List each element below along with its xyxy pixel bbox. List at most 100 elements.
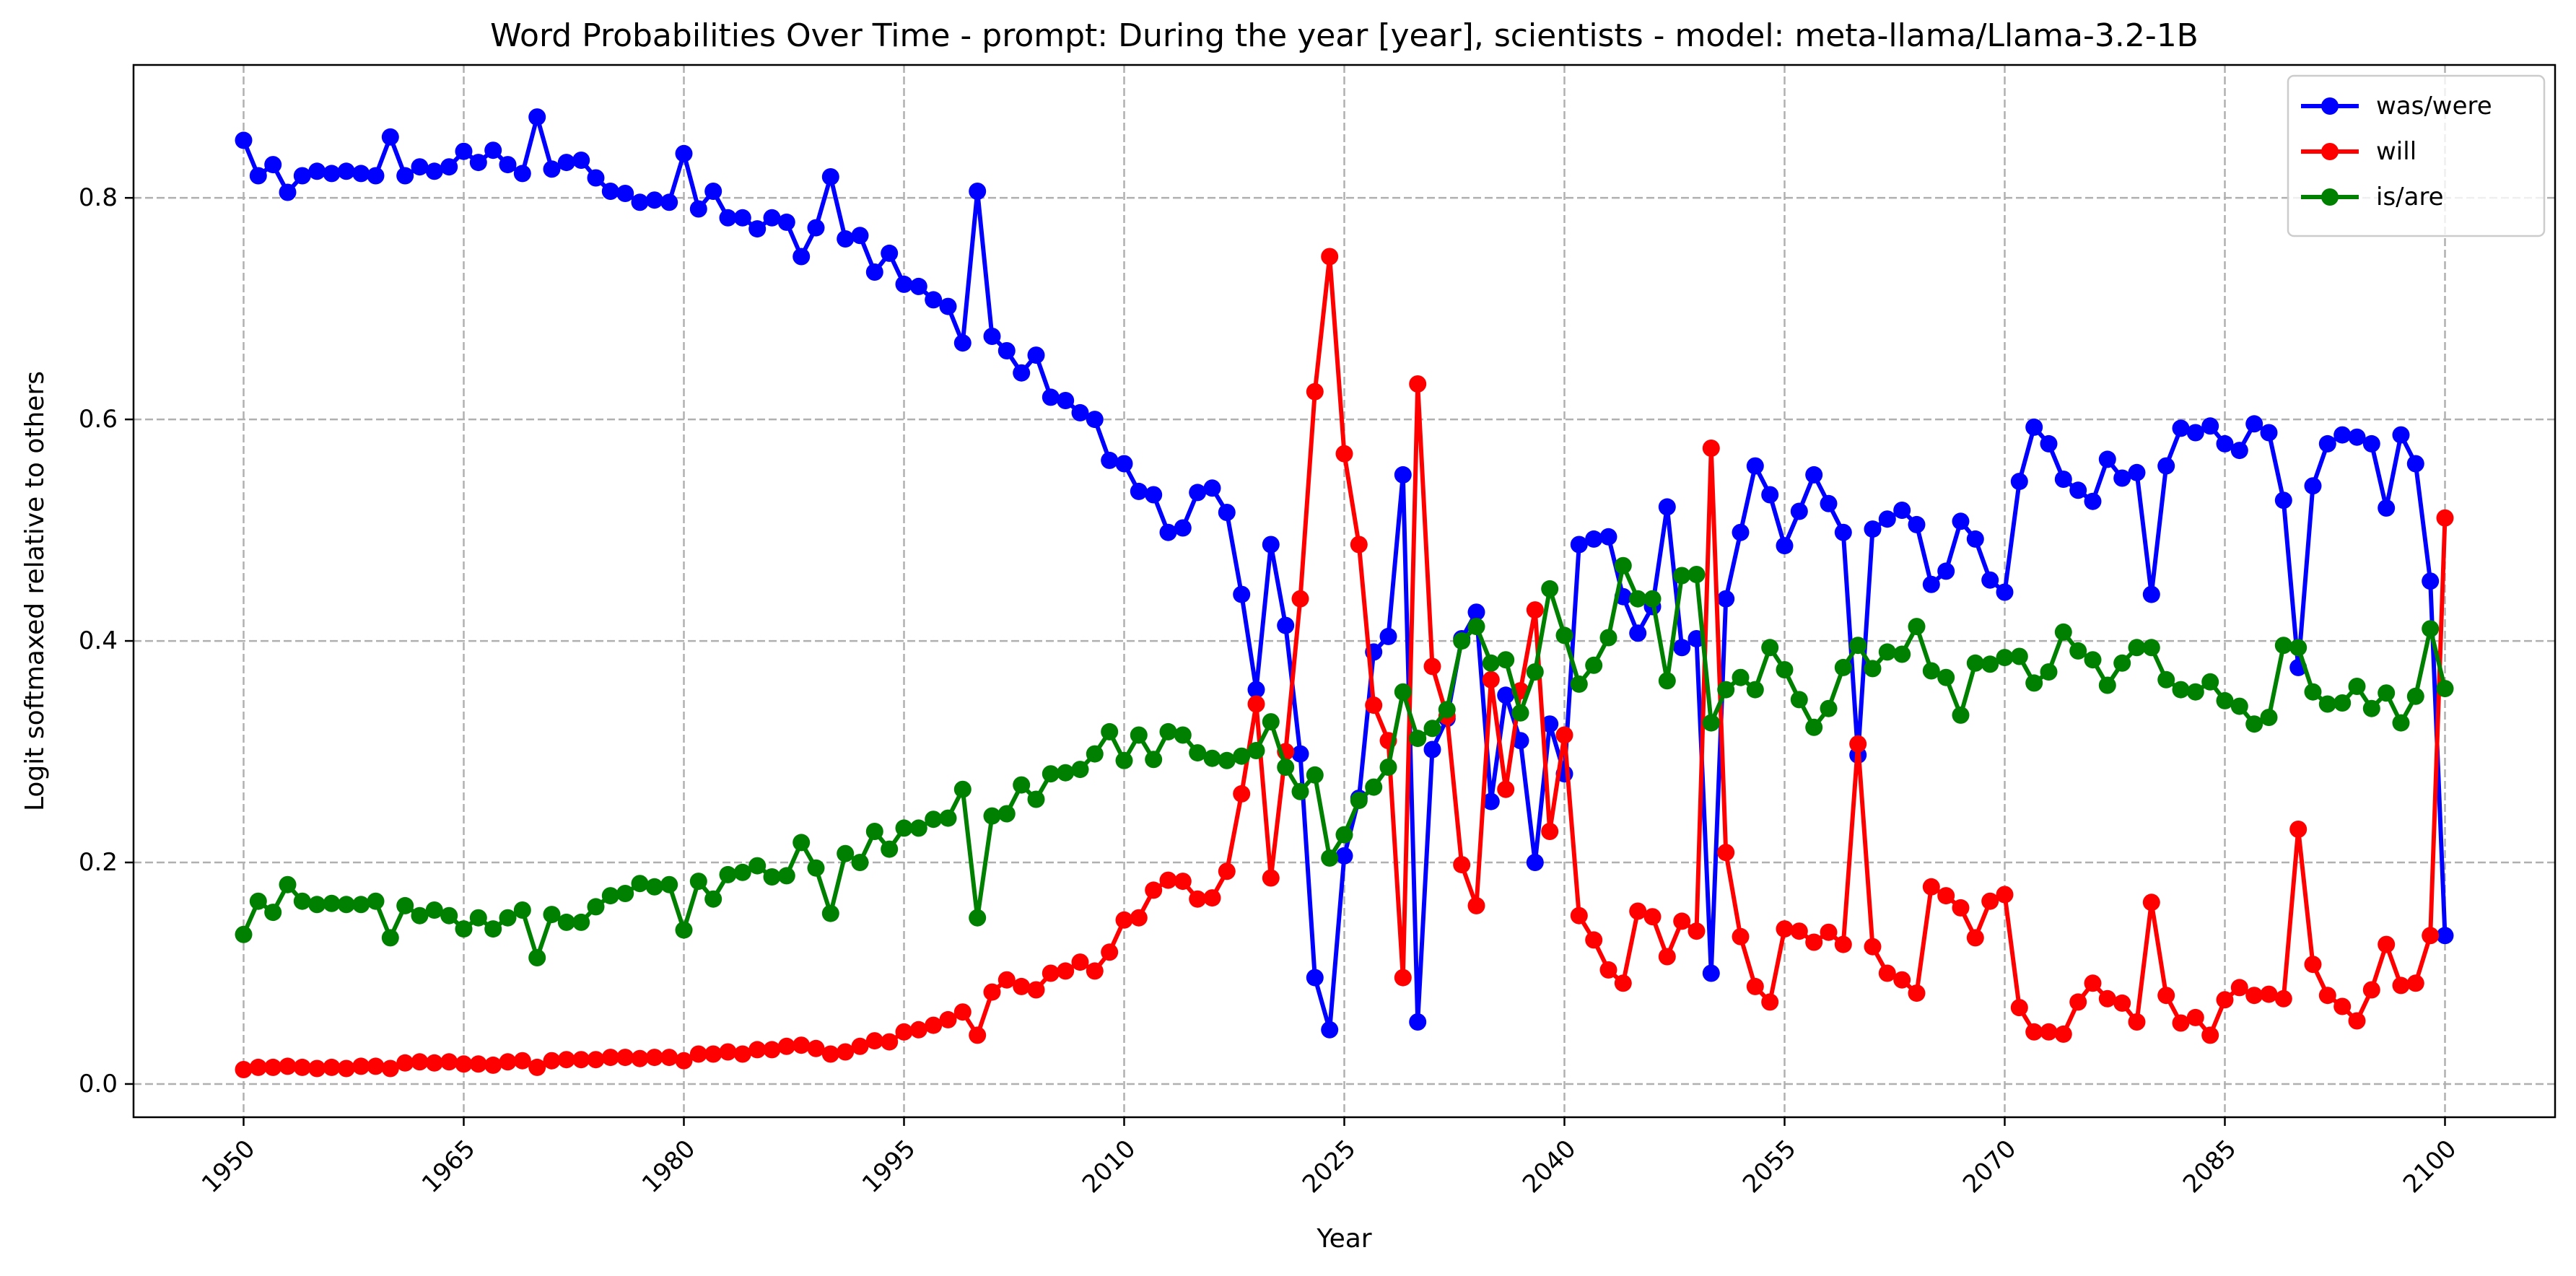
data-point	[1526, 854, 1544, 871]
data-point	[2084, 492, 2102, 510]
data-point	[1233, 585, 1251, 603]
data-point	[601, 1049, 619, 1067]
data-point	[675, 1052, 693, 1070]
data-point	[440, 1053, 458, 1071]
data-point	[1908, 515, 1926, 533]
data-point	[2172, 1014, 2190, 1032]
data-point	[367, 1057, 385, 1075]
data-point	[2436, 927, 2454, 945]
data-point	[895, 819, 913, 837]
data-point	[881, 244, 899, 262]
data-point	[2348, 678, 2366, 695]
y-tick-label: 0.6	[79, 405, 118, 434]
data-point	[1673, 912, 1691, 930]
data-point	[895, 1023, 913, 1041]
data-point	[2274, 491, 2292, 510]
data-point	[1864, 660, 1882, 678]
data-point	[969, 183, 987, 200]
data-point	[1086, 745, 1104, 763]
data-point	[2201, 1026, 2219, 1044]
data-point	[1453, 856, 1471, 874]
data-point	[777, 213, 795, 231]
data-point	[2157, 670, 2175, 689]
data-point	[953, 334, 972, 352]
data-point	[1203, 749, 1221, 767]
data-point	[396, 167, 414, 185]
data-point	[2318, 695, 2336, 713]
data-point	[2436, 680, 2454, 698]
data-point	[1922, 878, 1940, 896]
data-point	[733, 1045, 751, 1063]
data-point	[2362, 434, 2380, 453]
data-point	[939, 1010, 957, 1028]
data-point	[1306, 766, 1324, 784]
data-point	[1291, 745, 1309, 763]
data-point	[1350, 536, 1368, 554]
data-point	[1159, 722, 1177, 740]
data-point	[1878, 964, 1896, 982]
data-point	[1174, 873, 1192, 891]
data-point	[1966, 929, 1984, 947]
data-point	[616, 1049, 634, 1067]
data-point	[1130, 482, 1148, 500]
data-point	[484, 141, 502, 160]
data-point	[1174, 519, 1192, 537]
data-point	[2348, 428, 2366, 446]
data-point	[2274, 637, 2292, 655]
data-point	[660, 1049, 678, 1067]
data-point	[1585, 931, 1603, 949]
data-point	[1717, 590, 1735, 608]
data-point	[1761, 486, 1779, 504]
data-point	[1922, 575, 1940, 593]
data-point	[997, 805, 1016, 823]
data-point	[2304, 477, 2322, 495]
data-point	[1394, 969, 1412, 987]
y-tick-label: 0.8	[79, 183, 118, 212]
data-point	[2378, 684, 2396, 702]
data-point	[1805, 466, 1823, 484]
data-point	[953, 780, 972, 798]
data-point	[528, 1058, 546, 1076]
data-point	[1526, 663, 1544, 681]
data-point	[2142, 893, 2160, 912]
data-point	[1702, 964, 1720, 982]
data-point	[1864, 520, 1882, 538]
data-point	[1467, 618, 1485, 636]
data-point	[1467, 603, 1485, 621]
data-point	[2069, 993, 2087, 1011]
data-point	[1952, 899, 1970, 917]
data-point	[264, 904, 282, 922]
x-axis-label: Year	[1316, 1224, 1371, 1254]
data-point	[660, 193, 678, 211]
data-point	[909, 819, 927, 837]
data-point	[1585, 656, 1603, 674]
data-point	[2040, 434, 2058, 453]
data-point	[1218, 862, 1236, 880]
data-point	[1497, 651, 1515, 669]
data-point	[748, 220, 767, 238]
data-point	[2142, 585, 2160, 603]
data-point	[2216, 434, 2234, 453]
data-point	[1335, 445, 1353, 463]
data-point	[675, 144, 693, 162]
data-point	[881, 840, 899, 858]
data-point	[1996, 583, 2014, 601]
data-point	[1820, 699, 1838, 717]
data-point	[601, 887, 619, 905]
data-point	[1599, 961, 1617, 979]
data-point	[1482, 654, 1500, 672]
data-point	[1555, 726, 1573, 744]
data-point	[2040, 663, 2058, 681]
data-point	[352, 896, 370, 914]
data-point	[381, 1059, 399, 1078]
data-point	[2054, 471, 2072, 488]
data-point	[572, 913, 590, 931]
data-point	[997, 342, 1016, 359]
data-point	[2025, 418, 2043, 436]
data-point	[1027, 981, 1045, 999]
data-point	[1218, 504, 1236, 521]
data-point	[1541, 580, 1559, 598]
data-point	[1996, 649, 2014, 667]
data-point	[837, 230, 855, 248]
series-layer	[235, 108, 2454, 1078]
